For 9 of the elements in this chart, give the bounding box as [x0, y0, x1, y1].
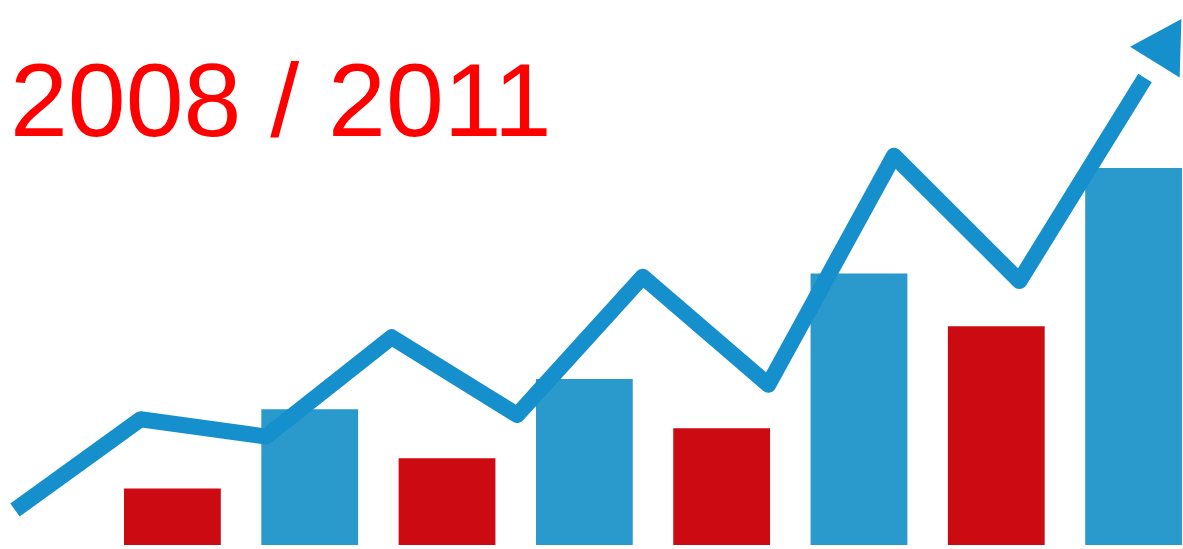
chart-title: 2008 / 2011 [10, 42, 552, 158]
bar [673, 428, 771, 545]
bar [1085, 168, 1182, 545]
bar [398, 458, 496, 545]
bar [947, 326, 1045, 545]
bar [535, 379, 633, 545]
bar [810, 273, 908, 545]
bar [261, 409, 359, 545]
bar [124, 488, 221, 545]
